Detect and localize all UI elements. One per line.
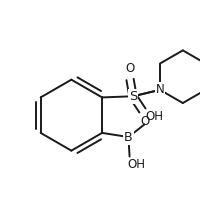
Text: N: N xyxy=(156,83,164,96)
Text: S: S xyxy=(129,90,137,103)
Text: OH: OH xyxy=(146,110,164,123)
Text: O: O xyxy=(141,114,150,128)
Text: O: O xyxy=(125,62,134,75)
Text: B: B xyxy=(124,131,133,144)
Text: OH: OH xyxy=(127,158,145,171)
